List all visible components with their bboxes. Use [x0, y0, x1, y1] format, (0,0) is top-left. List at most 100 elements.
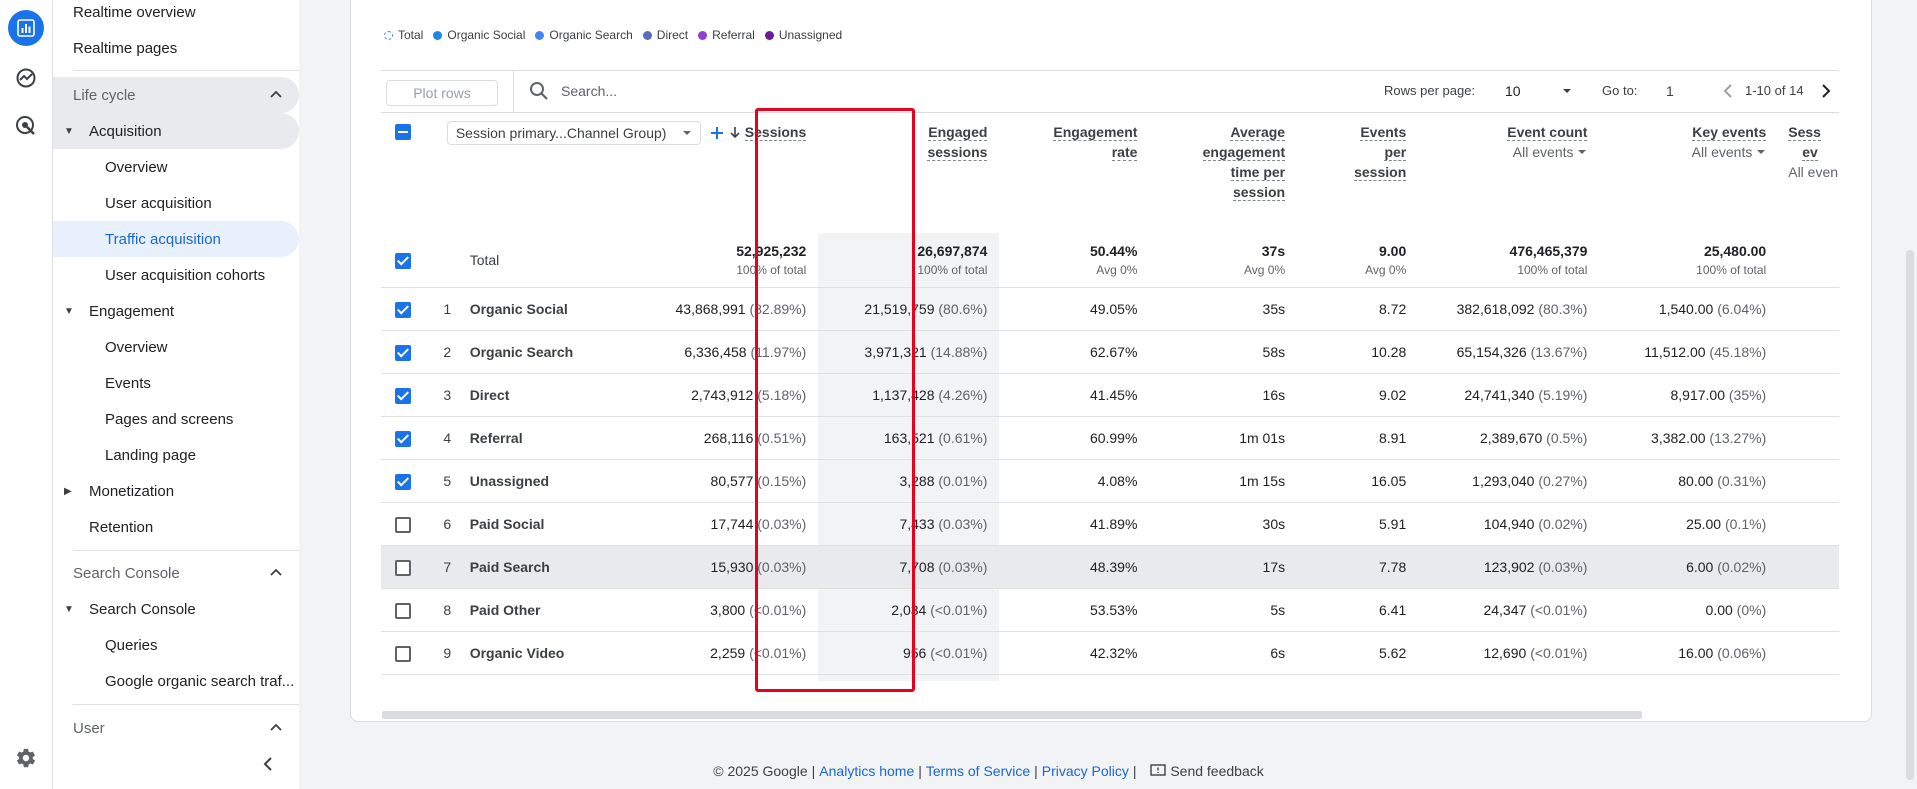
- cell-value: 42.32%: [1089, 645, 1138, 661]
- cell-value: 0.00: [1705, 602, 1733, 618]
- total-sub: 100% of total: [1517, 263, 1588, 277]
- row-checkbox[interactable]: [394, 252, 411, 269]
- vertical-scrollbar[interactable]: [1906, 250, 1914, 780]
- legend-item-unassigned[interactable]: Unassigned: [764, 28, 843, 42]
- legend-label: Unassigned: [778, 28, 843, 42]
- sidebar-item-monetization[interactable]: ▶ Monetization: [53, 473, 299, 509]
- column-header-event-count[interactable]: Event count All events: [1418, 111, 1599, 233]
- checkbox-cell: [381, 233, 425, 288]
- reports-icon[interactable]: [8, 10, 44, 46]
- row-checkbox[interactable]: [394, 344, 411, 361]
- row-checkbox[interactable]: [394, 516, 411, 533]
- add-dimension-icon[interactable]: [709, 125, 725, 141]
- analytics-home-link[interactable]: Analytics home: [819, 763, 915, 779]
- select-all-checkbox[interactable]: [394, 124, 411, 141]
- sidebar-item-events[interactable]: Events: [53, 365, 299, 401]
- cell-value: 3,800: [710, 602, 746, 618]
- sidebar-item-user-acquisition[interactable]: User acquisition: [53, 185, 299, 221]
- checkbox-cell: [381, 287, 425, 331]
- column-header-events-per-session[interactable]: Events per session: [1297, 111, 1418, 233]
- sidebar-section-life-cycle[interactable]: Life cycle: [53, 77, 299, 113]
- next-page-icon[interactable]: [1817, 82, 1835, 100]
- row-checkbox[interactable]: [394, 602, 411, 619]
- advertising-icon[interactable]: [8, 108, 44, 144]
- horizontal-scrollbar[interactable]: [382, 711, 1642, 719]
- cell-percent: (0.31%): [1717, 473, 1767, 489]
- plot-rows-button[interactable]: Plot rows: [386, 80, 498, 106]
- sidebar-item-google-organic-search-traffic[interactable]: Google organic search traf...: [53, 663, 299, 699]
- dimension-select-label: Session primary...Channel Group): [455, 125, 667, 141]
- table-row[interactable]: 1 Organic Social 43,868,991 (82.89%) 21,519…: [381, 287, 1839, 331]
- column-header-key-events[interactable]: Key events All events: [1599, 111, 1778, 233]
- sidebar-item-queries[interactable]: Queries: [53, 627, 299, 663]
- table-row[interactable]: 4 Referral 268,116 (0.51%) 163,521 (0.61%) 6…: [381, 416, 1839, 460]
- column-header-session-key-event-rate[interactable]: Sess ev All even: [1778, 111, 1839, 233]
- column-header-avg-engagement-time[interactable]: Average engagement time per session: [1149, 111, 1297, 233]
- channel-name: Organic Social: [468, 287, 657, 331]
- explore-icon[interactable]: [8, 60, 44, 96]
- column-header-label: Engagement: [1053, 124, 1138, 141]
- row-checkbox[interactable]: [394, 645, 411, 662]
- sidebar-item-landing-page[interactable]: Landing page: [53, 437, 299, 473]
- table-row[interactable]: 3 Direct 2,743,912 (5.18%) 1,137,428 (4.26%…: [381, 373, 1839, 417]
- row-checkbox[interactable]: [394, 559, 411, 576]
- sidebar-section-user[interactable]: User: [53, 710, 299, 746]
- table-row[interactable]: 7 Paid Search 15,930 (0.03%) 7,708 (0.03%) 4…: [381, 545, 1839, 589]
- cell-value: 1m 15s: [1239, 473, 1286, 489]
- table-row[interactable]: 2 Organic Search 6,336,458 (11.97%) 3,971,3…: [381, 330, 1839, 374]
- table-row[interactable]: 10Mobile Push Notifications178 (<0.01%)2…: [381, 674, 1839, 681]
- legend-item-total[interactable]: Total: [384, 28, 423, 42]
- column-header-sessions[interactable]: Sessions: [657, 111, 819, 233]
- caret-right-icon: ▶: [64, 485, 72, 497]
- row-index: 1: [424, 287, 469, 331]
- goto-input[interactable]: 1: [1666, 83, 1674, 99]
- sidebar-item-realtime-pages[interactable]: Realtime pages: [53, 30, 299, 66]
- event-count-cell: 675 (<0.01%): [1418, 674, 1600, 681]
- privacy-link[interactable]: Privacy Policy: [1041, 763, 1129, 779]
- search-input[interactable]: [559, 82, 763, 100]
- table-row[interactable]: 5 Unassigned 80,577 (0.15%) 3,288 (0.01%) 4.…: [381, 459, 1839, 503]
- sidebar-item-engagement-overview[interactable]: Overview: [53, 329, 299, 365]
- divider: [73, 704, 299, 705]
- key-events-cell: 3,382.00 (13.27%): [1599, 416, 1779, 460]
- cell-value: 6.00: [1686, 559, 1714, 575]
- sidebar-item-acquisition-overview[interactable]: Overview: [53, 149, 299, 185]
- search-box[interactable]: [529, 81, 763, 101]
- row-checkbox[interactable]: [394, 430, 411, 447]
- row-checkbox[interactable]: [394, 473, 411, 490]
- sidebar-section-search-console[interactable]: Search Console: [53, 555, 299, 591]
- collapse-sidebar-button[interactable]: [258, 754, 278, 779]
- legend-item-direct[interactable]: Direct: [642, 28, 688, 42]
- previous-page-icon[interactable]: [1719, 82, 1737, 100]
- sidebar-item-search-console[interactable]: ▼ Search Console: [53, 591, 299, 627]
- table-row[interactable]: 9 Organic Video 2,259 (<0.01%) 956 (<0.01%)…: [381, 631, 1839, 675]
- sidebar-item-pages-and-screens[interactable]: Pages and screens: [53, 401, 299, 437]
- event-filter-select[interactable]: All events: [1418, 144, 1587, 160]
- key-event-filter-select[interactable]: All events: [1599, 144, 1766, 160]
- table-row[interactable]: 6 Paid Social 17,744 (0.03%) 7,433 (0.03%) 4…: [381, 502, 1839, 546]
- row-checkbox[interactable]: [394, 387, 411, 404]
- legend-item-referral[interactable]: Referral: [698, 28, 755, 42]
- checkbox-cell: [381, 502, 425, 546]
- table-row[interactable]: 8 Paid Other 3,800 (<0.01%) 2,034 (<0.01%) 5…: [381, 588, 1839, 632]
- column-header-engaged-sessions[interactable]: Engaged sessions: [818, 111, 999, 233]
- terms-link[interactable]: Terms of Service: [925, 763, 1031, 779]
- row-checkbox[interactable]: [394, 301, 411, 318]
- sidebar-item-retention[interactable]: Retention: [53, 509, 299, 545]
- sidebar-item-engagement[interactable]: ▼ Engagement: [53, 293, 299, 329]
- sidebar-item-acquisition[interactable]: ▼ Acquisition: [53, 113, 299, 149]
- rows-per-page-select[interactable]: 10: [1497, 77, 1573, 105]
- sidebar-item-user-acquisition-cohorts[interactable]: User acquisition cohorts: [53, 257, 299, 293]
- column-header-label: sessions: [927, 144, 988, 161]
- channel-name: Paid Search: [468, 545, 657, 589]
- legend-item-organic-social[interactable]: Organic Social: [433, 28, 525, 42]
- send-feedback-button[interactable]: Send feedback: [1150, 763, 1264, 779]
- legend-item-organic-search[interactable]: Organic Search: [535, 28, 633, 42]
- sidebar-item-realtime-overview[interactable]: Realtime overview: [53, 0, 299, 30]
- event-filter-label: All events: [1691, 144, 1753, 160]
- cell-value: 1,293,040: [1472, 473, 1535, 489]
- column-header-engagement-rate[interactable]: Engagement rate: [999, 111, 1149, 233]
- settings-icon[interactable]: [8, 740, 44, 776]
- sidebar-item-traffic-acquisition[interactable]: Traffic acquisition: [53, 221, 299, 257]
- dimension-select[interactable]: Session primary...Channel Group): [446, 121, 701, 145]
